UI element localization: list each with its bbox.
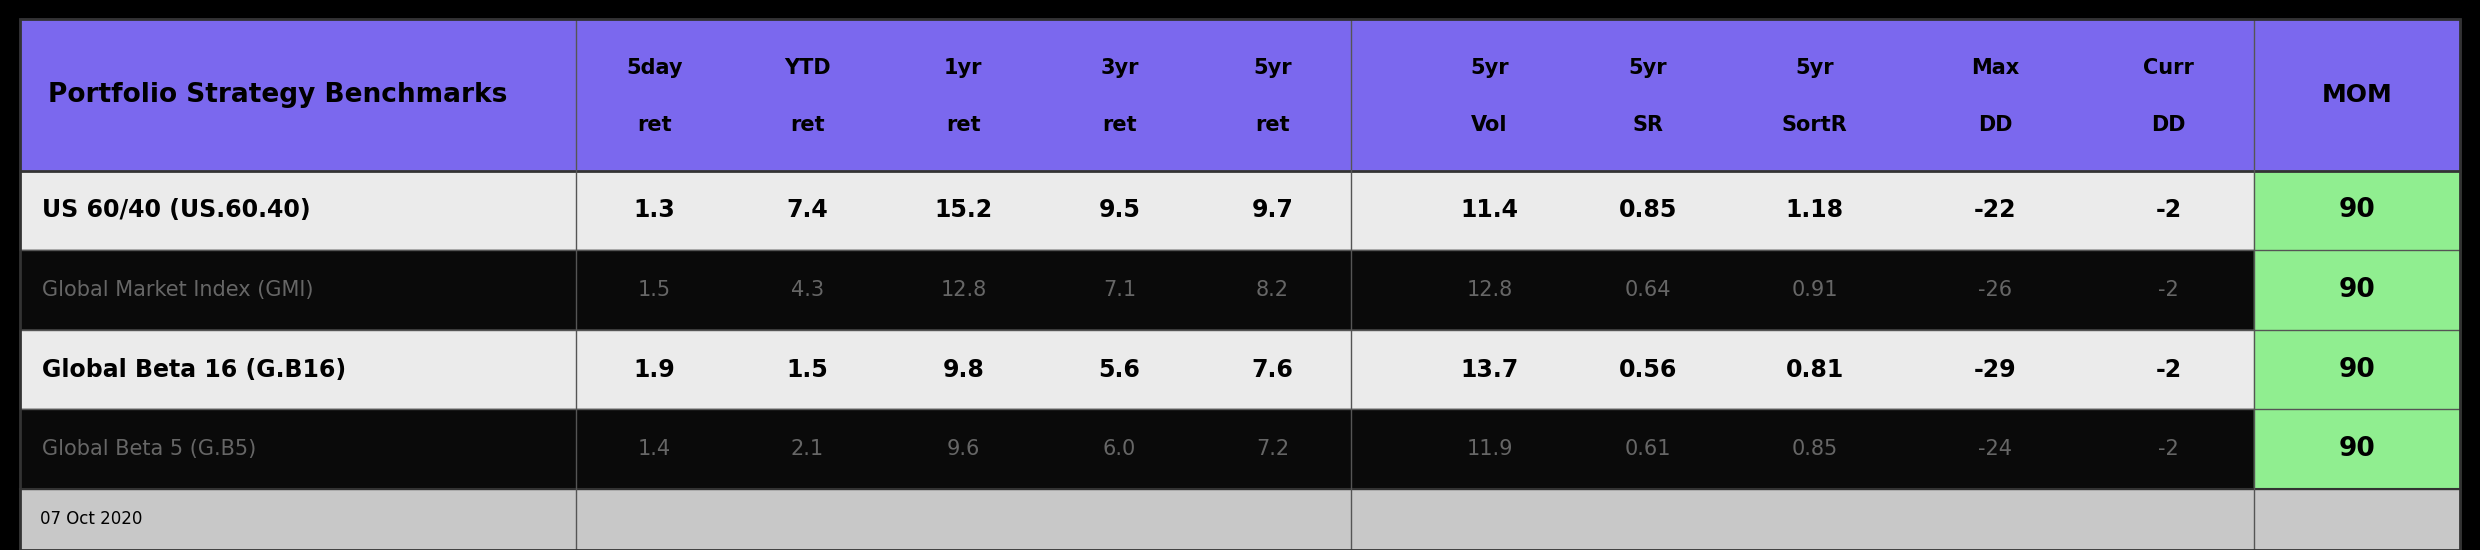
- Text: 5yr: 5yr: [1252, 58, 1292, 78]
- Text: 0.91: 0.91: [1791, 280, 1838, 300]
- Text: US 60/40 (US.60.40): US 60/40 (US.60.40): [42, 199, 310, 222]
- Text: Curr: Curr: [2143, 58, 2195, 78]
- Text: DD: DD: [1979, 115, 2011, 135]
- Bar: [2254, 170, 2460, 250]
- Text: 9.7: 9.7: [1252, 199, 1295, 222]
- Bar: [20, 170, 2254, 250]
- Text: ret: ret: [1101, 115, 1136, 135]
- Text: 7.2: 7.2: [1255, 439, 1290, 459]
- Bar: [2254, 250, 2460, 330]
- Text: 0.81: 0.81: [1786, 358, 1845, 382]
- Text: 15.2: 15.2: [935, 199, 992, 222]
- Text: Max: Max: [1972, 58, 2019, 78]
- Text: Global Market Index (GMI): Global Market Index (GMI): [42, 280, 312, 300]
- Text: 9.8: 9.8: [942, 358, 985, 382]
- Text: Portfolio Strategy Benchmarks: Portfolio Strategy Benchmarks: [47, 82, 506, 108]
- Text: 1.9: 1.9: [632, 358, 675, 382]
- Bar: [20, 489, 2460, 550]
- Text: 4.3: 4.3: [791, 280, 823, 300]
- Text: 12.8: 12.8: [940, 280, 987, 300]
- Text: 7.1: 7.1: [1104, 280, 1136, 300]
- Text: 9.6: 9.6: [947, 439, 980, 459]
- Text: ret: ret: [791, 115, 826, 135]
- Text: 9.5: 9.5: [1099, 199, 1141, 222]
- Text: 5yr: 5yr: [1629, 58, 1667, 78]
- Text: 5yr: 5yr: [1471, 58, 1508, 78]
- Text: -2: -2: [2155, 199, 2182, 222]
- Text: 90: 90: [2339, 197, 2376, 223]
- Text: ret: ret: [945, 115, 980, 135]
- Text: 12.8: 12.8: [1466, 280, 1513, 300]
- Text: 2.1: 2.1: [791, 439, 823, 459]
- Text: 07 Oct 2020: 07 Oct 2020: [40, 510, 141, 529]
- Text: 11.9: 11.9: [1466, 439, 1513, 459]
- Text: 0.61: 0.61: [1624, 439, 1672, 459]
- Text: -2: -2: [2158, 439, 2180, 459]
- Text: SortR: SortR: [1783, 115, 1848, 135]
- Text: 1yr: 1yr: [945, 58, 982, 78]
- Text: 1.3: 1.3: [632, 199, 675, 222]
- Text: Vol: Vol: [1471, 115, 1508, 135]
- Text: 1.5: 1.5: [637, 280, 672, 300]
- Text: 0.64: 0.64: [1624, 280, 1672, 300]
- Text: MOM: MOM: [2321, 83, 2393, 107]
- Text: 1.18: 1.18: [1786, 199, 1845, 222]
- Text: YTD: YTD: [784, 58, 831, 78]
- Text: 90: 90: [2339, 277, 2376, 303]
- Bar: [20, 250, 2254, 330]
- Text: 90: 90: [2339, 436, 2376, 462]
- Text: 11.4: 11.4: [1461, 199, 1518, 222]
- Bar: [2254, 330, 2460, 409]
- Text: -2: -2: [2155, 358, 2182, 382]
- Text: 8.2: 8.2: [1255, 280, 1290, 300]
- Text: 5.6: 5.6: [1099, 358, 1141, 382]
- Text: 6.0: 6.0: [1104, 439, 1136, 459]
- Text: 1.4: 1.4: [637, 439, 672, 459]
- Bar: [20, 19, 2460, 170]
- Text: Global Beta 5 (G.B5): Global Beta 5 (G.B5): [42, 439, 255, 459]
- Text: ret: ret: [1255, 115, 1290, 135]
- Text: -26: -26: [1979, 280, 2011, 300]
- Text: Global Beta 16 (G.B16): Global Beta 16 (G.B16): [42, 358, 347, 382]
- Text: 0.56: 0.56: [1619, 358, 1676, 382]
- Text: 90: 90: [2339, 356, 2376, 383]
- Text: SR: SR: [1632, 115, 1664, 135]
- Text: 1.5: 1.5: [786, 358, 828, 382]
- Text: -24: -24: [1979, 439, 2011, 459]
- Bar: [2254, 409, 2460, 489]
- Bar: [20, 330, 2254, 409]
- Text: -29: -29: [1974, 358, 2016, 382]
- Bar: [20, 409, 2254, 489]
- Text: 0.85: 0.85: [1619, 199, 1676, 222]
- Text: DD: DD: [2153, 115, 2185, 135]
- Text: 7.4: 7.4: [786, 199, 828, 222]
- Text: 0.85: 0.85: [1791, 439, 1838, 459]
- Text: 5yr: 5yr: [1796, 58, 1835, 78]
- Text: ret: ret: [637, 115, 672, 135]
- Text: 5day: 5day: [625, 58, 682, 78]
- Text: -2: -2: [2158, 280, 2180, 300]
- Text: 7.6: 7.6: [1252, 358, 1295, 382]
- Text: 3yr: 3yr: [1101, 58, 1138, 78]
- Text: 13.7: 13.7: [1461, 358, 1518, 382]
- Text: -22: -22: [1974, 199, 2016, 222]
